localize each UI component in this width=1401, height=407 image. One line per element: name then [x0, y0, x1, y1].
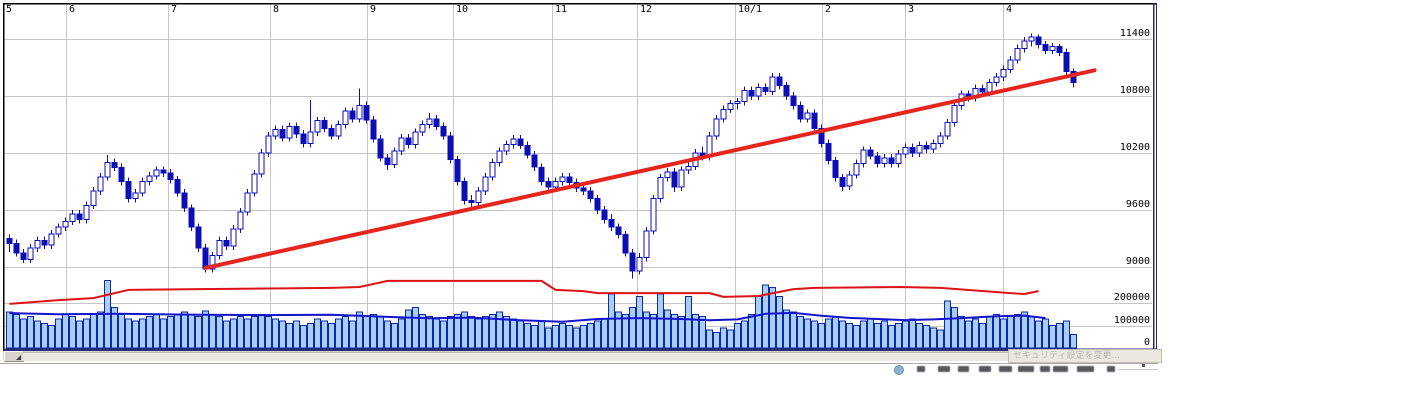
window-bottom-edge: [0, 363, 1158, 364]
volume-bars: [6, 280, 1077, 349]
volume-tick-label: 100000: [1114, 315, 1150, 326]
volume-tick-label: 200000: [1114, 292, 1150, 303]
clipped-text-fragment: [1107, 366, 1115, 372]
axis-labels: 5 6 7 8 9 10 11 12 10/1 2 3 4 11400 10800 10200 9600 900…: [6, 4, 1150, 348]
month-label: 12: [640, 4, 652, 15]
trendline: [203, 68, 1097, 270]
security-settings-tooltip: セキュリティ設定を変更...: [1008, 349, 1162, 363]
volume-line-blue: [9, 311, 1046, 323]
month-label: 4: [1006, 4, 1012, 15]
month-label: 7: [171, 4, 177, 15]
horizontal-scrollbar[interactable]: [3, 351, 1157, 362]
clipped-text-fragment: [979, 366, 991, 372]
price-tick-label: 9600: [1126, 199, 1150, 210]
month-label: 11: [555, 4, 567, 15]
clipped-text-fragment: [1040, 366, 1050, 372]
volume-tick-label: 0: [1144, 337, 1150, 348]
clipped-text-fragment: [1018, 366, 1034, 372]
month-label: 2: [825, 4, 831, 15]
month-label: 10/1: [738, 4, 762, 15]
month-label: 10: [456, 4, 468, 15]
clipped-text-fragment: [1077, 366, 1094, 372]
month-label: 9: [370, 4, 376, 15]
candlesticks: [6, 33, 1077, 279]
clipped-text-fragment: [1053, 366, 1068, 372]
month-label: 6: [69, 4, 75, 15]
month-label: 8: [273, 4, 279, 15]
price-tick-label: 9000: [1126, 256, 1150, 267]
clipped-text-fragment: [938, 366, 950, 372]
plot-border: [2, 2, 1157, 351]
price-tick-label: 10800: [1120, 85, 1150, 96]
clipped-text-fragment: [999, 366, 1012, 372]
resize-grip-dot: [1142, 364, 1145, 367]
scrollbar-left-button[interactable]: [4, 351, 24, 362]
scrollbar-grip-icon: [16, 355, 21, 360]
price-tick-label: 10200: [1120, 142, 1150, 153]
volume-line-red: [9, 279, 1039, 305]
clipped-text-fragment: [917, 366, 925, 372]
clipped-text-fragment: [958, 366, 969, 372]
gridlines: [3, 4, 1152, 348]
scrollbar-track[interactable]: [23, 352, 1157, 361]
month-label: 5: [6, 4, 12, 15]
price-tick-label: 11400: [1120, 28, 1150, 39]
month-label: 3: [908, 4, 914, 15]
globe-icon-fragment: [894, 365, 904, 375]
window-bottom-edge-right: [1118, 369, 1158, 370]
